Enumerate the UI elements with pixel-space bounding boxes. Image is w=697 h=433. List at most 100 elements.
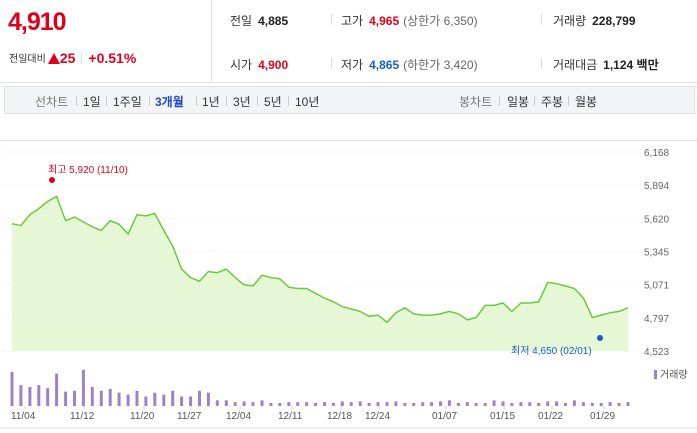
volume-bar xyxy=(260,400,264,406)
lower-limit: (하한가 3,420) xyxy=(403,58,478,72)
divider xyxy=(541,14,542,25)
tab-daily-candle[interactable]: 일봉 xyxy=(507,95,530,109)
low-annotation: 최저 4,650 (02/01) xyxy=(511,345,592,357)
volume-bar xyxy=(581,402,585,406)
quote-summary: 4,910 전일대비 25 +0.51% 전일 4,885 고가 4,965 (상한가 6… xyxy=(0,0,697,83)
volume-bar xyxy=(340,401,344,406)
price-line xyxy=(11,195,629,324)
volume-bar xyxy=(251,402,255,406)
divider xyxy=(106,96,107,106)
volume-bar xyxy=(439,401,442,406)
x-tick-label: 11/04 xyxy=(11,411,36,422)
y-tick-label: 4,797 xyxy=(644,314,669,325)
y-tick-label: 5,345 xyxy=(644,248,669,259)
volume-bar xyxy=(108,388,112,406)
volume-bar xyxy=(46,388,50,406)
volume-bar xyxy=(180,396,184,406)
volume-legend-label: 거래량 xyxy=(660,369,688,381)
divider xyxy=(534,96,535,106)
tab-1year[interactable]: 1년 xyxy=(202,95,220,109)
y-tick-label: 6,168 xyxy=(644,148,669,159)
x-tick-label: 12/24 xyxy=(365,411,390,422)
volume-bar xyxy=(10,371,14,406)
volume-bar xyxy=(233,402,237,406)
prev-close-value: 4,885 xyxy=(258,14,289,28)
price-area xyxy=(12,196,628,351)
volume-bar xyxy=(546,401,550,406)
high-marker xyxy=(49,177,55,183)
volume-bar xyxy=(385,402,389,406)
volume-bar xyxy=(492,400,496,406)
volume-bar xyxy=(64,391,68,406)
y-tick-label: 5,620 xyxy=(644,214,669,225)
volume-bar xyxy=(305,402,309,406)
x-tick-label: 12/18 xyxy=(327,411,352,422)
prev-close: 전일 4,885 xyxy=(230,14,289,28)
open-value: 4,900 xyxy=(258,58,289,72)
volume-bar xyxy=(126,394,130,406)
tab-monthly-candle[interactable]: 월봉 xyxy=(575,95,598,109)
volume-bar xyxy=(55,373,59,406)
volume-bar xyxy=(367,403,371,406)
volume-bar xyxy=(483,403,487,406)
tab-10years[interactable]: 10년 xyxy=(295,95,320,109)
x-tick-label: 12/04 xyxy=(226,411,251,422)
volume-bar xyxy=(224,400,228,406)
volume-bar xyxy=(242,401,246,406)
tab-1week[interactable]: 1주일 xyxy=(113,95,142,109)
low-value: 4,865 xyxy=(369,58,400,72)
volume-bar xyxy=(456,403,460,406)
volume-bar xyxy=(376,402,380,406)
volume-legend-swatch xyxy=(654,370,657,379)
volume-value: 228,799 xyxy=(592,14,636,28)
volume-bar xyxy=(510,403,514,406)
divider xyxy=(541,58,542,69)
volume-bar xyxy=(37,385,41,406)
volume-bar xyxy=(465,402,469,406)
tab-1day[interactable]: 1일 xyxy=(83,95,101,109)
price-chart[interactable]: 6,168 5,894 5,620 5,345 5,071 4,797 4,523 최고 5,… xyxy=(0,140,697,433)
volume-bar xyxy=(278,403,282,406)
volume-bar xyxy=(501,401,505,406)
volume-bar xyxy=(394,401,398,406)
volume-bar xyxy=(162,394,166,406)
divider xyxy=(568,96,569,106)
x-tick-label: 11/12 xyxy=(70,411,95,422)
volume-bar xyxy=(73,390,76,406)
volume-bar xyxy=(99,390,103,406)
x-tick-label: 01/15 xyxy=(490,411,515,422)
volume-bar xyxy=(90,387,94,406)
high-value: 4,965 xyxy=(369,14,400,28)
x-tick-label: 01/29 xyxy=(590,411,615,422)
tab-weekly-candle[interactable]: 주봉 xyxy=(541,95,564,109)
volume-bar xyxy=(519,402,523,406)
volume-bar xyxy=(528,402,532,406)
volume-bar xyxy=(28,387,32,406)
change-label: 전일대비 xyxy=(9,54,46,65)
divider xyxy=(331,58,332,69)
high-price: 고가 4,965 (상한가 6,350) xyxy=(341,14,478,28)
y-tick-label: 5,894 xyxy=(644,181,669,192)
volume-bar xyxy=(617,403,621,406)
current-price: 4,910 xyxy=(8,8,67,36)
volume-bar xyxy=(323,402,326,406)
divider xyxy=(149,96,150,106)
high-annotation: 최고 5,920 (11/10) xyxy=(48,164,128,176)
volume-bar xyxy=(537,403,541,406)
x-tick-label: 01/22 xyxy=(538,411,563,422)
divider xyxy=(499,96,500,106)
volume-bar xyxy=(626,402,630,406)
divider xyxy=(226,96,227,106)
tab-3years[interactable]: 3년 xyxy=(233,95,251,109)
volume-bar xyxy=(608,402,612,406)
tab-3months[interactable]: 3개월 xyxy=(155,95,184,109)
volume-bar xyxy=(349,402,353,406)
divider xyxy=(81,52,83,64)
volume-bar xyxy=(269,403,273,406)
volume-bar xyxy=(599,403,603,406)
divider xyxy=(196,96,197,106)
trade-amount-value: 1,124 백만 xyxy=(603,58,659,72)
trade-amount: 거래대금 1,124 백만 xyxy=(553,58,659,72)
tab-5years[interactable]: 5년 xyxy=(264,95,282,109)
divider xyxy=(257,96,258,106)
